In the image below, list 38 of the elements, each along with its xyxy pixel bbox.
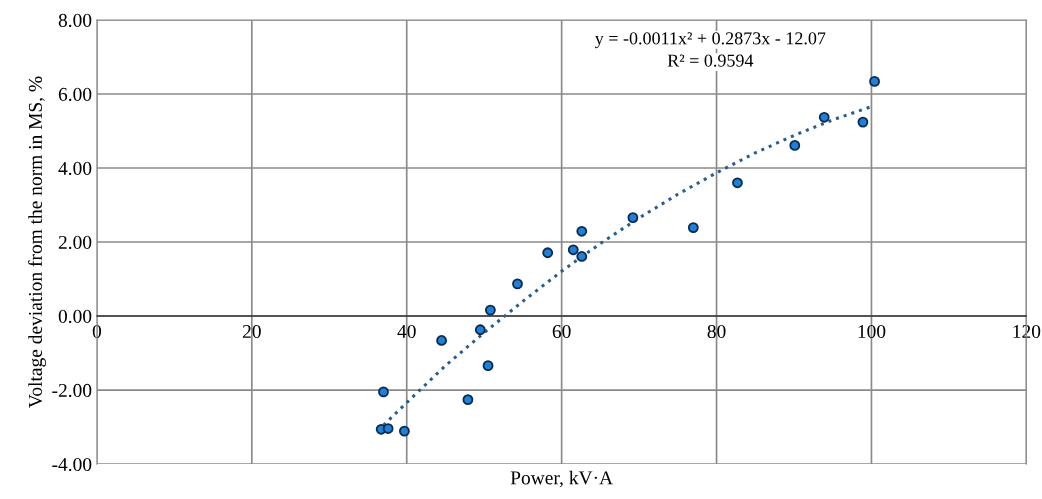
y-tick-label: 0.00 — [58, 309, 92, 324]
point — [576, 225, 588, 237]
point — [382, 423, 394, 434]
x-tick-label: 40 — [397, 324, 416, 339]
point — [484, 304, 496, 316]
point — [542, 247, 554, 259]
y-tick-label: -4.00 — [52, 457, 92, 472]
x-tick-label: 20 — [242, 324, 261, 339]
point — [462, 394, 474, 406]
point — [512, 278, 523, 290]
point — [482, 360, 494, 372]
point — [732, 177, 743, 189]
x-tick-label: 120 — [1013, 324, 1041, 339]
y-tick-label: -2.00 — [52, 383, 92, 398]
x-tick-label: 80 — [707, 324, 726, 339]
point — [687, 222, 699, 233]
point — [398, 425, 410, 437]
y-axis-title: Voltage deviation from the norm in MS, % — [28, 76, 46, 408]
point — [576, 251, 588, 262]
y-tick-label: 2.00 — [58, 235, 92, 250]
annotation: y = -0.0011x² + 0.2873x - 12.07 — [594, 32, 826, 49]
y-tick-label: 4.00 — [58, 161, 92, 176]
point — [378, 386, 389, 398]
y-tick-label: 8.00 — [58, 13, 92, 27]
x-tick-label: 60 — [552, 324, 571, 339]
point — [789, 140, 801, 151]
point — [627, 212, 639, 223]
x-tick-label: 100 — [858, 324, 886, 339]
point — [567, 244, 579, 256]
point — [818, 111, 830, 123]
point — [857, 116, 869, 128]
x-tick-label: 0 — [92, 324, 102, 339]
y-tick-label: 6.00 — [58, 87, 92, 101]
point — [474, 324, 486, 336]
point — [436, 335, 447, 346]
annotation: R² = 0.9594 — [667, 54, 754, 67]
x-axis-title: Power, kV·A — [510, 470, 613, 488]
point — [869, 75, 880, 87]
